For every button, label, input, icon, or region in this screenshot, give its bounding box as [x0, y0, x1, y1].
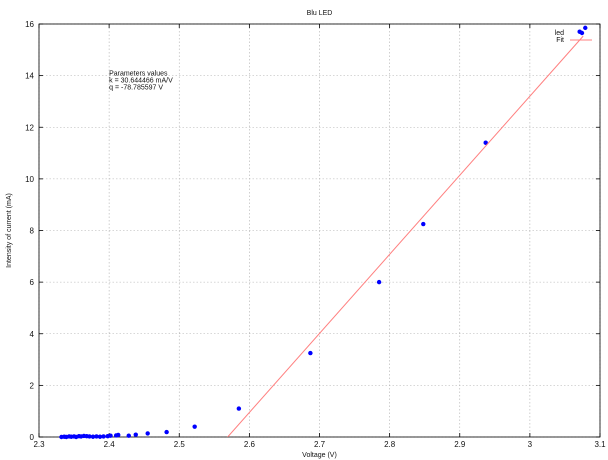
x-tick-label: 3.1	[594, 440, 606, 449]
x-tick-label: 2.7	[314, 440, 326, 449]
data-point	[483, 140, 488, 145]
data-point	[87, 434, 92, 439]
legend-label-led: led	[555, 30, 564, 37]
x-tick-label: 2.5	[174, 440, 186, 449]
data-point	[90, 434, 96, 439]
y-tick-label: 16	[25, 20, 34, 29]
x-tick-label: 3	[528, 440, 533, 449]
x-axis-title: Voltage (V)	[302, 452, 337, 459]
data-point	[164, 429, 169, 435]
legend: led Fit	[555, 30, 592, 44]
data-point	[94, 434, 99, 439]
data-point	[192, 424, 197, 429]
parameters-annotation: Parameters values k = 30.644466 mA/V q =…	[109, 71, 173, 92]
data-point	[97, 434, 103, 439]
x-tick-label: 2.6	[244, 440, 256, 449]
y-tick-label: 14	[25, 72, 34, 81]
data-point	[145, 431, 150, 436]
y-tick-label: 2	[30, 381, 35, 390]
fit-line	[227, 35, 584, 437]
data-point	[101, 434, 106, 439]
data-point	[583, 25, 588, 31]
x-tick-label: 2.8	[384, 440, 396, 449]
data-point	[421, 221, 426, 227]
chart-title: Blu LED	[307, 10, 333, 17]
data-point	[108, 433, 113, 438]
x-tick-label: 2.9	[454, 440, 466, 449]
annotation-line: q = -78.785597 V	[109, 85, 163, 92]
data-point	[376, 279, 382, 285]
data-point	[236, 406, 242, 411]
data-point	[116, 432, 121, 438]
data-point	[133, 432, 138, 437]
y-tick-label: 6	[30, 278, 35, 287]
annotation-line: k = 30.644466 mA/V	[109, 78, 173, 85]
legend-marker-led	[579, 30, 585, 36]
y-axis: 0 2 4 6 8 10 12 14 16	[25, 20, 600, 442]
x-axis: 2.3 2.4 2.5 2.6 2.7 2.8 2.9 3 3.1	[33, 24, 606, 449]
y-tick-label: 8	[30, 227, 35, 236]
series	[59, 25, 588, 440]
y-tick-label: 10	[25, 175, 34, 184]
y-tick-label: 0	[30, 433, 35, 442]
data-point	[308, 350, 313, 356]
data-point	[126, 433, 131, 438]
x-tick-label: 2.3	[33, 440, 45, 449]
annotation-line: Parameters values	[109, 71, 168, 78]
y-tick-label: 12	[25, 123, 34, 132]
x-tick-label: 2.4	[104, 440, 116, 449]
y-tick-label: 4	[30, 330, 35, 339]
y-axis-title: Intensity of current (mA)	[6, 193, 13, 268]
legend-label-fit: Fit	[556, 37, 564, 44]
